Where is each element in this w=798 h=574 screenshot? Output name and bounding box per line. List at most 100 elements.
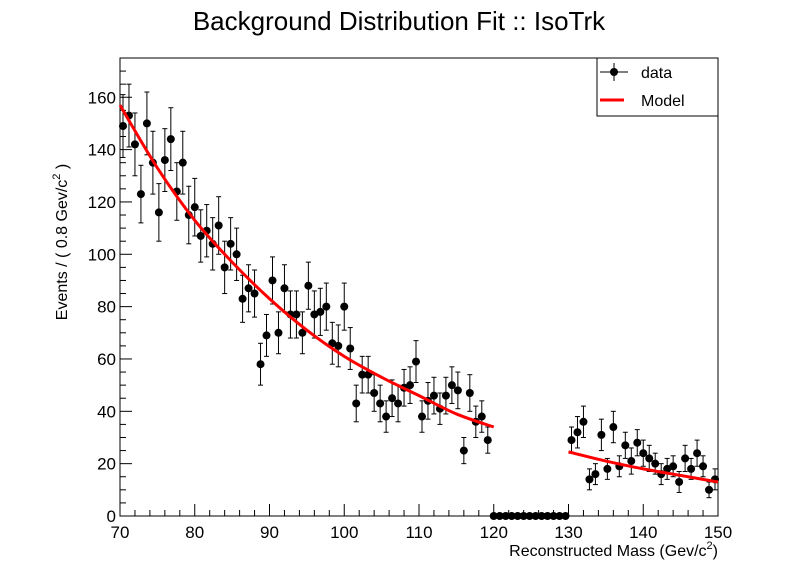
data-point	[166, 107, 175, 172]
data-marker	[639, 449, 648, 458]
data-marker	[663, 464, 672, 473]
x-tick-label: 140	[629, 523, 657, 542]
data-point	[412, 340, 421, 384]
data-point	[633, 429, 642, 457]
axis-tick-labels: 70 80 90 100 110 120 130 140 150 0 20 40 60 80 100 120 1…	[88, 88, 733, 542]
data-marker	[465, 388, 474, 397]
data-marker	[627, 457, 636, 466]
data-marker	[118, 122, 127, 131]
data-point	[334, 324, 343, 368]
data-marker	[483, 436, 492, 445]
y-tick-label: 100	[88, 245, 116, 264]
data-marker	[417, 412, 426, 421]
legend-label-data: data	[641, 65, 672, 82]
data-marker	[316, 307, 325, 316]
data-marker	[549, 512, 558, 520]
data-point	[639, 439, 648, 467]
data-marker	[370, 388, 379, 397]
data-point	[597, 418, 606, 452]
data-marker	[705, 485, 714, 494]
data-marker	[412, 357, 421, 366]
data-marker	[597, 430, 606, 439]
data-point	[352, 384, 361, 423]
data-point	[573, 416, 582, 449]
data-marker	[244, 284, 253, 293]
data-point	[358, 355, 367, 394]
data-point	[238, 274, 247, 323]
data-marker	[477, 412, 486, 421]
data-marker	[633, 438, 642, 447]
model-line	[568, 450, 719, 484]
data-marker	[525, 512, 534, 520]
data-marker	[340, 302, 349, 311]
data-marker	[130, 140, 139, 149]
data-point	[376, 384, 385, 423]
data-marker	[675, 477, 684, 486]
x-tick-label: 100	[330, 523, 358, 542]
y-tick-label: 20	[97, 455, 116, 474]
data-marker	[651, 459, 660, 468]
y-tick-label: 160	[88, 88, 116, 107]
data-marker	[609, 423, 618, 432]
data-marker	[310, 310, 319, 319]
data-marker	[166, 135, 175, 144]
data-marker	[429, 391, 438, 400]
x-tick-label: 90	[260, 523, 279, 542]
data-point	[142, 91, 151, 156]
data-point	[615, 455, 624, 478]
data-point	[406, 366, 415, 404]
data-marker	[292, 310, 301, 319]
data-point	[244, 264, 253, 313]
data-marker	[196, 231, 205, 240]
data-marker	[591, 470, 600, 479]
data-marker	[232, 250, 241, 259]
data-point	[268, 256, 277, 305]
data-marker	[621, 441, 630, 450]
data-point	[567, 426, 576, 454]
data-point	[579, 405, 588, 438]
data-point	[382, 400, 391, 433]
data-point	[417, 400, 426, 433]
x-tick-label: 130	[554, 523, 582, 542]
data-marker	[441, 391, 450, 400]
data-marker	[567, 436, 576, 445]
data-point	[453, 371, 462, 410]
data-point	[310, 290, 319, 339]
data-point	[346, 327, 355, 370]
data-point	[591, 463, 600, 486]
legend: data Model	[596, 57, 719, 117]
data-marker	[328, 339, 337, 348]
data-point	[256, 342, 265, 386]
y-tick-label: 60	[97, 350, 116, 369]
data-point	[585, 468, 594, 491]
data-point	[705, 481, 714, 499]
data-marker	[555, 512, 564, 520]
data-marker	[489, 512, 498, 520]
data-marker	[190, 203, 199, 212]
data-point	[178, 130, 187, 195]
data-point	[130, 112, 139, 177]
data-marker	[699, 462, 708, 471]
data-point	[621, 431, 630, 459]
data-point	[328, 321, 337, 365]
data-marker	[543, 512, 552, 520]
data-point	[190, 177, 199, 237]
data-point	[459, 436, 468, 465]
data-point	[645, 444, 654, 473]
data-point	[429, 376, 438, 415]
data-point	[627, 447, 636, 475]
data-point	[465, 374, 474, 412]
data-point	[322, 282, 331, 331]
data-point	[214, 196, 223, 255]
data-point	[370, 374, 379, 412]
data-marker	[298, 328, 307, 337]
legend-data-marker	[610, 68, 618, 76]
data-marker	[585, 475, 594, 484]
x-tick-label: 110	[405, 523, 432, 542]
data-marker	[459, 446, 468, 455]
data-marker	[160, 156, 169, 165]
y-tick-label: 0	[107, 507, 116, 526]
legend-box	[596, 57, 719, 117]
data-marker	[154, 208, 163, 217]
